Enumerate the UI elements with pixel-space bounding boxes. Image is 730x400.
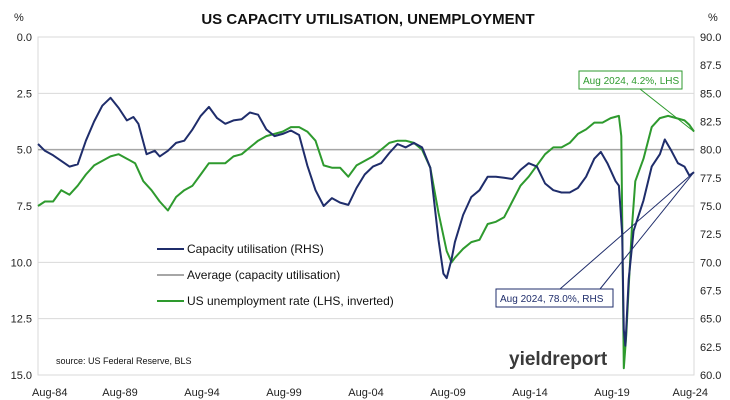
right-tick-label: 77.5 bbox=[700, 173, 721, 185]
left-tick-label: 12.5 bbox=[11, 314, 32, 326]
capacity-annotation-leader bbox=[559, 171, 695, 290]
right-tick-label: 90.0 bbox=[700, 32, 721, 44]
x-tick-label: Aug-04 bbox=[348, 387, 383, 399]
right-tick-label: 80.0 bbox=[700, 145, 721, 157]
unemployment-annotation-leader bbox=[639, 88, 695, 133]
capacity-utilisation-line bbox=[37, 96, 695, 347]
left-axis-ticks: 0.0 2.5 5.0 7.5 10.0 12.5 15.0 bbox=[11, 32, 32, 382]
x-tick-label: Aug-94 bbox=[184, 387, 219, 399]
unemployment-annotation-box bbox=[578, 70, 683, 90]
right-tick-label: 60.0 bbox=[700, 370, 721, 382]
right-tick-label: 67.5 bbox=[700, 286, 721, 298]
x-tick-label: Aug-24 bbox=[673, 387, 708, 399]
right-tick-label: 62.5 bbox=[700, 342, 721, 354]
unemployment-line bbox=[37, 114, 695, 370]
left-tick-label: 2.5 bbox=[17, 88, 32, 100]
x-tick-label: Aug-09 bbox=[430, 387, 465, 399]
left-tick-label: 10.0 bbox=[11, 257, 32, 269]
right-tick-label: 85.0 bbox=[700, 88, 721, 100]
right-tick-label: 87.5 bbox=[700, 60, 721, 72]
x-tick-label: Aug-84 bbox=[32, 387, 67, 399]
legend-label-capacity: Capacity utilisation (RHS) bbox=[187, 242, 324, 256]
capacity-annotation: Aug 2024, 78.0%, RHS bbox=[495, 171, 695, 308]
yieldreport-logo: yieldreport bbox=[509, 349, 608, 370]
right-tick-label: 75.0 bbox=[700, 201, 721, 213]
unemployment-annotation-label: Aug 2024, 4.2%, LHS bbox=[583, 76, 680, 87]
capacity-annotation-leader-2 bbox=[599, 171, 695, 290]
x-tick-label: Aug-14 bbox=[512, 387, 547, 399]
gridlines bbox=[38, 92, 694, 320]
chart-title: US CAPACITY UTILISATION, UNEMPLOYMENT bbox=[201, 11, 534, 28]
right-tick-label: 82.5 bbox=[700, 117, 721, 129]
capacity-annotation-box bbox=[495, 288, 614, 308]
source-note: source: US Federal Reserve, BLS bbox=[56, 356, 192, 366]
legend-label-average: Average (capacity utilisation) bbox=[187, 268, 340, 282]
right-tick-label: 65.0 bbox=[700, 314, 721, 326]
right-tick-label: 72.5 bbox=[700, 229, 721, 241]
x-tick-label: Aug-89 bbox=[102, 387, 137, 399]
right-axis-ticks: 60.0 62.5 65.0 67.5 70.0 72.5 75.0 77.5 80.0 82.5… bbox=[700, 32, 721, 382]
right-axis-unit: % bbox=[708, 12, 718, 24]
left-tick-label: 5.0 bbox=[17, 145, 32, 157]
left-tick-label: 0.0 bbox=[17, 32, 32, 44]
legend-label-unemployment: US unemployment rate (LHS, inverted) bbox=[187, 294, 394, 308]
legend: Capacity utilisation (RHS) Average (capac… bbox=[157, 242, 394, 308]
x-tick-label: Aug-19 bbox=[594, 387, 629, 399]
left-axis-unit: % bbox=[14, 12, 24, 24]
unemployment-annotation: Aug 2024, 4.2%, LHS bbox=[578, 70, 695, 133]
left-tick-label: 15.0 bbox=[11, 370, 32, 382]
x-tick-label: Aug-99 bbox=[266, 387, 301, 399]
capacity-annotation-label: Aug 2024, 78.0%, RHS bbox=[500, 294, 604, 305]
left-tick-label: 7.5 bbox=[17, 201, 32, 213]
right-tick-label: 70.0 bbox=[700, 257, 721, 269]
x-axis-ticks: Aug-84 Aug-89 Aug-94 Aug-99 Aug-04 Aug-09 Aug-… bbox=[32, 387, 708, 399]
